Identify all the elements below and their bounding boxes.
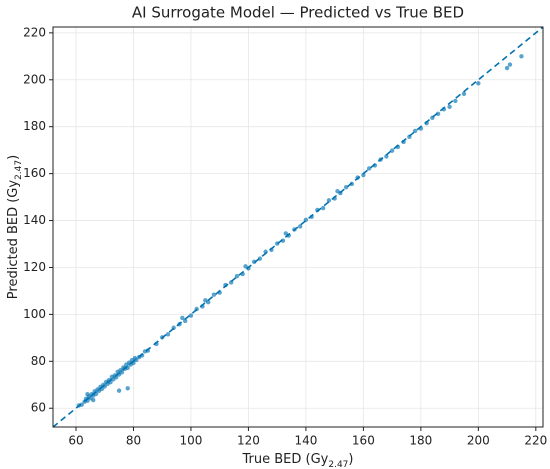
point (384, 154, 389, 159)
x-axis-label-end: ) (348, 452, 353, 467)
x-axis-label-sub: 2.47 (328, 460, 348, 469)
point (116, 388, 122, 393)
point (297, 224, 303, 229)
point (461, 91, 467, 97)
point (211, 292, 217, 297)
y-tick-label: 120 (23, 260, 46, 274)
point (519, 54, 524, 59)
point (412, 128, 418, 134)
x-tick-label: 100 (179, 434, 202, 448)
point (182, 318, 188, 324)
y-tick-label: 180 (23, 119, 46, 133)
y-axis-label-end: ) (6, 155, 21, 160)
point (320, 205, 326, 211)
point (447, 104, 452, 109)
point (125, 386, 130, 391)
point (119, 370, 125, 375)
y-tick-label: 60 (31, 401, 46, 415)
x-tick-label: 60 (68, 434, 83, 448)
x-tick-label: 220 (524, 434, 547, 448)
y-tick-label: 160 (23, 166, 46, 180)
y-tick-label: 140 (23, 213, 46, 227)
plot-frame (52, 26, 544, 428)
x-tick-label: 140 (294, 434, 317, 448)
identity-line (52, 26, 544, 428)
point (134, 357, 139, 363)
y-axis-label: Predicted BED (Gy2.47) (6, 155, 24, 299)
y-tick-label: 220 (23, 25, 46, 39)
point (188, 313, 194, 318)
point (85, 391, 90, 397)
chart-title: AI Surrogate Model — Predicted vs True B… (132, 4, 464, 22)
y-axis-label-text: Predicted BED (Gy (6, 180, 21, 300)
point (504, 65, 510, 71)
point (507, 62, 513, 67)
point (435, 111, 441, 117)
x-tick-label: 200 (467, 434, 490, 448)
y-tick-label: 100 (23, 307, 46, 321)
y-axis-label-sub: 2.47 (14, 160, 24, 180)
point (453, 98, 458, 104)
point (180, 315, 185, 321)
x-axis-label-text: True BED (Gy (242, 452, 329, 467)
point (205, 299, 211, 305)
point (326, 198, 332, 203)
point (234, 273, 240, 279)
x-axis-label: True BED (Gy2.47) (242, 452, 354, 469)
x-tick-label: 120 (237, 434, 260, 448)
x-tick-label: 180 (409, 434, 432, 448)
point (79, 402, 84, 407)
x-tick-label: 80 (126, 434, 141, 448)
point (91, 397, 96, 403)
point (165, 332, 171, 337)
point (361, 172, 366, 178)
x-tick-label: 160 (352, 434, 375, 448)
y-tick-label: 200 (23, 72, 46, 86)
point (476, 81, 481, 86)
point (366, 166, 372, 171)
y-tick-label: 80 (31, 354, 46, 368)
